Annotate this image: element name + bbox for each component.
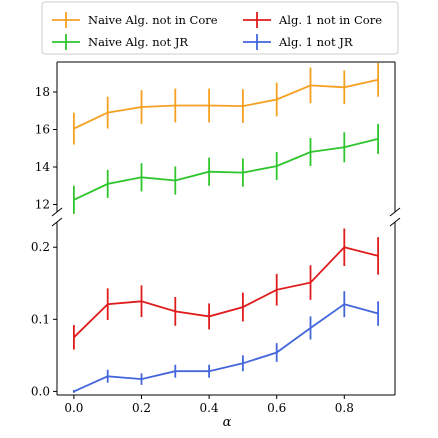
break-mark — [51, 217, 63, 227]
legend-label: Alg. 1 not in Core — [278, 13, 382, 27]
upper-y-tick-label: 16 — [35, 123, 50, 137]
legend: Naive Alg. not in Core Alg. 1 not in Core… — [41, 1, 399, 55]
x-tick-label: 0.6 — [267, 401, 286, 415]
series-naive-alg-not-jr — [73, 123, 380, 214]
legend-frame — [41, 1, 399, 55]
x-tick-label: 0.0 — [64, 401, 83, 415]
break-mark — [389, 217, 401, 227]
upper-y-tick-label: 14 — [35, 160, 51, 174]
legend-item: Naive Alg. not JR — [52, 34, 188, 50]
x-axis-label: α — [223, 415, 232, 430]
legend-label: Naive Alg. not in Core — [88, 13, 218, 27]
series-alg-1-not-in-core — [73, 228, 380, 350]
lower-y-tick-label: 0.2 — [31, 240, 50, 254]
legend-label: Naive Alg. not JR — [88, 35, 188, 49]
axis-break-marks — [51, 207, 401, 227]
legend-label: Alg. 1 not JR — [278, 35, 353, 49]
upper-y-tick-label: 18 — [35, 85, 50, 99]
series-alg-1-not-jr — [73, 291, 380, 393]
legend-item: Naive Alg. not in Core — [52, 12, 218, 28]
series-line — [73, 246, 379, 338]
legend-item: Alg. 1 not in Core — [243, 12, 382, 28]
x-tick-label: 0.8 — [335, 401, 354, 415]
x-tick-label: 0.4 — [200, 401, 219, 415]
upper-panel: 12 14 16 18 — [35, 61, 396, 214]
break-mark — [51, 207, 63, 217]
upper-y-tick-label: 12 — [35, 198, 50, 212]
x-tick-label: 0.2 — [132, 401, 151, 415]
series-line — [73, 138, 379, 201]
legend-item: Alg. 1 not JR — [243, 34, 353, 50]
lower-y-tick-label: 0.0 — [31, 384, 50, 398]
lower-y-tick-label: 0.1 — [31, 312, 50, 326]
series-line — [73, 303, 379, 393]
lower-panel: 0.0 0.1 0.2 0.0 0.2 0.4 0.6 0.8 — [31, 222, 396, 415]
series-line — [73, 78, 379, 130]
break-mark — [389, 207, 401, 217]
series-naive-alg-not-in-core — [73, 62, 380, 145]
